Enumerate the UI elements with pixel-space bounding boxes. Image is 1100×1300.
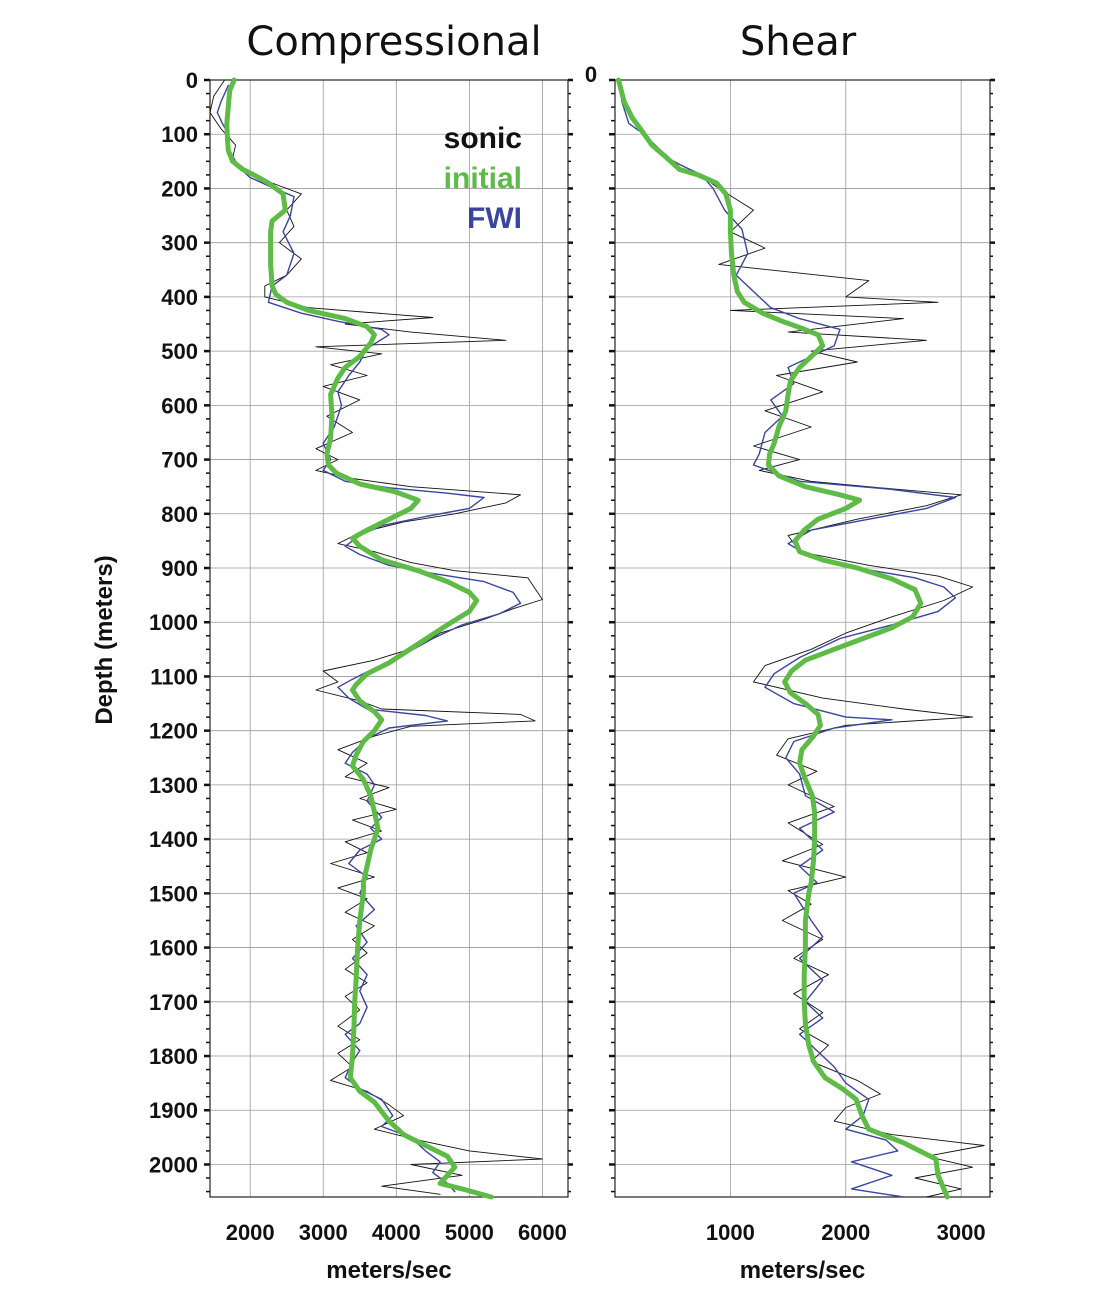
x-tick-label: 6000 — [518, 1220, 567, 1245]
y-tick-label: 1700 — [149, 990, 198, 1015]
y-tick-label: 1400 — [149, 827, 198, 852]
compressional-panel: Compressional 0 100 200 300 400 500 600 700 800 90… — [149, 19, 573, 1284]
x-axis-label: meters/sec — [326, 1257, 451, 1284]
y-tick-label: 700 — [161, 448, 198, 473]
y-tick-label: 1500 — [149, 881, 198, 906]
y-tick-label: 1800 — [149, 1044, 198, 1069]
x-tick-label: 1000 — [706, 1220, 755, 1245]
series-line-fwi — [618, 79, 957, 1198]
x-tick-label: 2000 — [226, 1220, 275, 1245]
legend-entry-fwi: FWI — [467, 202, 522, 235]
x-axis-label: meters/sec — [740, 1257, 865, 1284]
x-tick-label: 5000 — [445, 1220, 494, 1245]
y-tick-label: 1100 — [150, 664, 198, 689]
y-tick-label: 800 — [161, 502, 198, 527]
x-tick-label: 3000 — [299, 1220, 348, 1245]
legend-entry-initial: initial — [444, 162, 522, 195]
y-tick-label: 300 — [161, 231, 198, 256]
y-tick-label: 900 — [161, 556, 198, 581]
series-line-fwi — [216, 84, 522, 1193]
y-tick-label: 600 — [161, 393, 198, 418]
y-axis-label: Depth (meters) — [91, 555, 118, 724]
legend-entry-sonic: sonic — [444, 122, 522, 155]
y-tick-label: 200 — [161, 176, 198, 201]
y-tick-label: 500 — [161, 339, 198, 364]
shear-panel: Shear 1000 2000 3000 meters/sec 0 — [585, 19, 995, 1284]
y-tick-label: 1900 — [149, 1098, 198, 1123]
series-line-sonic — [616, 79, 985, 1198]
y-tick-label: 100 — [161, 122, 198, 147]
x-tick-label: 4000 — [372, 1220, 421, 1245]
panel-title: Compressional — [246, 19, 541, 65]
series-line-initial — [224, 77, 494, 1200]
panel-title: Shear — [740, 19, 857, 65]
y-tick-label: 1000 — [149, 610, 198, 635]
y-tick-label: 1300 — [149, 773, 198, 798]
y-tick-label: 400 — [161, 285, 198, 310]
y-tick-label: 1600 — [149, 936, 198, 961]
y-tick-label: 2000 — [149, 1152, 198, 1177]
x-tick-label: 3000 — [937, 1220, 986, 1245]
plot-frame — [614, 79, 991, 1198]
shared-labels: Depth (meters) — [91, 555, 118, 724]
top-tick-label: 0 — [585, 62, 597, 87]
plot-frame — [209, 79, 569, 1198]
y-tick-label: 1200 — [149, 719, 198, 744]
x-tick-label: 2000 — [821, 1220, 870, 1245]
y-tick-label: 0 — [186, 68, 198, 93]
series-line-initial — [616, 77, 950, 1200]
series-line-sonic — [209, 79, 543, 1195]
